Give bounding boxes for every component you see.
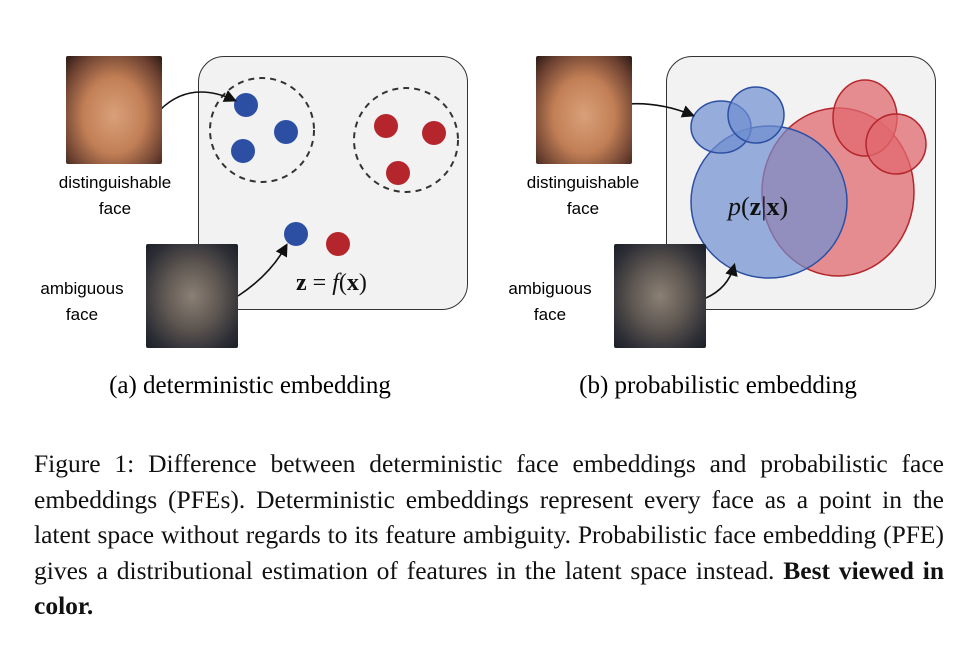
- caption-text: Figure 1: Difference between determinist…: [34, 449, 944, 585]
- eq-p: p: [728, 192, 741, 221]
- eq-x: x: [346, 270, 359, 296]
- arrow-ambiguous-to-distribution: [705, 262, 738, 299]
- blue-embedding-point: [231, 139, 255, 163]
- ambiguous-red-point: [326, 232, 350, 256]
- label-line: face: [65, 305, 99, 324]
- blue-cluster-boundary: [209, 77, 315, 183]
- eq-op: =: [306, 270, 333, 296]
- equation-deterministic: z = f(x): [296, 270, 367, 296]
- label-line: distinguishable: [526, 173, 640, 192]
- caption-bold: Best viewed in color.: [34, 555, 944, 621]
- blue-embedding-point: [234, 93, 258, 117]
- equation-probabilistic: p(z|x): [728, 192, 789, 221]
- red-embedding-point: [374, 114, 398, 138]
- distinguishable-face-label: distinguishable face: [40, 170, 190, 222]
- label-line: face: [566, 199, 600, 218]
- ambiguous-face-label: ambiguous face: [490, 276, 610, 328]
- figure-caption: Figure 1: Difference between determinist…: [34, 446, 944, 624]
- distinguishable-face-photo: [536, 56, 632, 164]
- blue-embedding-point: [274, 120, 298, 144]
- ambiguous-face-photo: [614, 244, 706, 348]
- red-distribution-small: [865, 113, 927, 175]
- subcaption-a: (a) deterministic embedding: [109, 372, 391, 399]
- arrow-distinguishable-to-point: [159, 90, 237, 111]
- distinguishable-face-photo: [66, 56, 162, 164]
- red-cluster-boundary: [353, 87, 459, 193]
- ambiguous-blue-point: [284, 222, 308, 246]
- eq-z: z: [296, 270, 307, 296]
- eq-x: x: [766, 192, 780, 221]
- label-line: ambiguous: [40, 279, 124, 298]
- eq-z: z: [749, 192, 762, 221]
- arrow-distinguishable-to-distribution: [627, 102, 695, 118]
- arrow-ambiguous-to-point: [237, 243, 288, 297]
- ambiguous-face-label: ambiguous face: [22, 276, 142, 328]
- label-line: ambiguous: [508, 279, 592, 298]
- label-line: face: [533, 305, 567, 324]
- label-line: distinguishable: [58, 173, 172, 192]
- red-embedding-point: [386, 161, 410, 185]
- ambiguous-face-photo: [146, 244, 238, 348]
- blue-distribution-small: [727, 86, 785, 144]
- label-line: face: [98, 199, 132, 218]
- distinguishable-face-label: distinguishable face: [508, 170, 658, 222]
- red-embedding-point: [422, 121, 446, 145]
- subcaption-b: (b) probabilistic embedding: [579, 372, 857, 399]
- eq-f: f: [332, 270, 339, 296]
